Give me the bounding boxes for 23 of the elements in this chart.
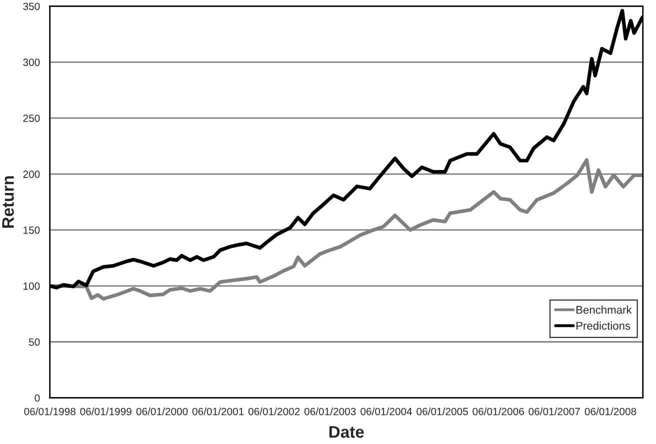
y-axis-title: Return bbox=[2, 176, 14, 228]
x-tick-label: 06/01/2003 bbox=[304, 408, 356, 416]
y-tick-label: 300 bbox=[23, 58, 40, 66]
y-tick-label: 200 bbox=[23, 170, 40, 178]
x-axis-title: Date bbox=[329, 426, 364, 438]
y-tick-label: 50 bbox=[28, 338, 40, 346]
y-tick-label: 0 bbox=[34, 394, 40, 402]
x-tick-label: 06/01/2005 bbox=[416, 408, 468, 416]
x-tick-label: 06/01/2006 bbox=[472, 408, 524, 416]
x-tick-label: 06/01/2001 bbox=[192, 408, 244, 416]
x-tick-label: 06/01/2008 bbox=[584, 408, 636, 416]
x-tick-label: 06/01/2007 bbox=[528, 408, 580, 416]
legend-label: Predictions bbox=[576, 322, 630, 330]
x-tick-label: 06/01/1999 bbox=[80, 408, 132, 416]
x-tick-label: 06/01/2002 bbox=[248, 408, 300, 416]
x-tick-label: 06/01/2004 bbox=[360, 408, 412, 416]
y-tick-label: 250 bbox=[23, 114, 40, 122]
x-tick-label: 06/01/2000 bbox=[136, 408, 188, 416]
legend-label: Benchmark bbox=[576, 306, 632, 314]
y-tick-label: 350 bbox=[23, 2, 40, 10]
y-tick-label: 100 bbox=[24, 282, 40, 290]
x-tick-label: 06/01/1998 bbox=[24, 408, 76, 416]
y-tick-label: 150 bbox=[24, 226, 40, 234]
